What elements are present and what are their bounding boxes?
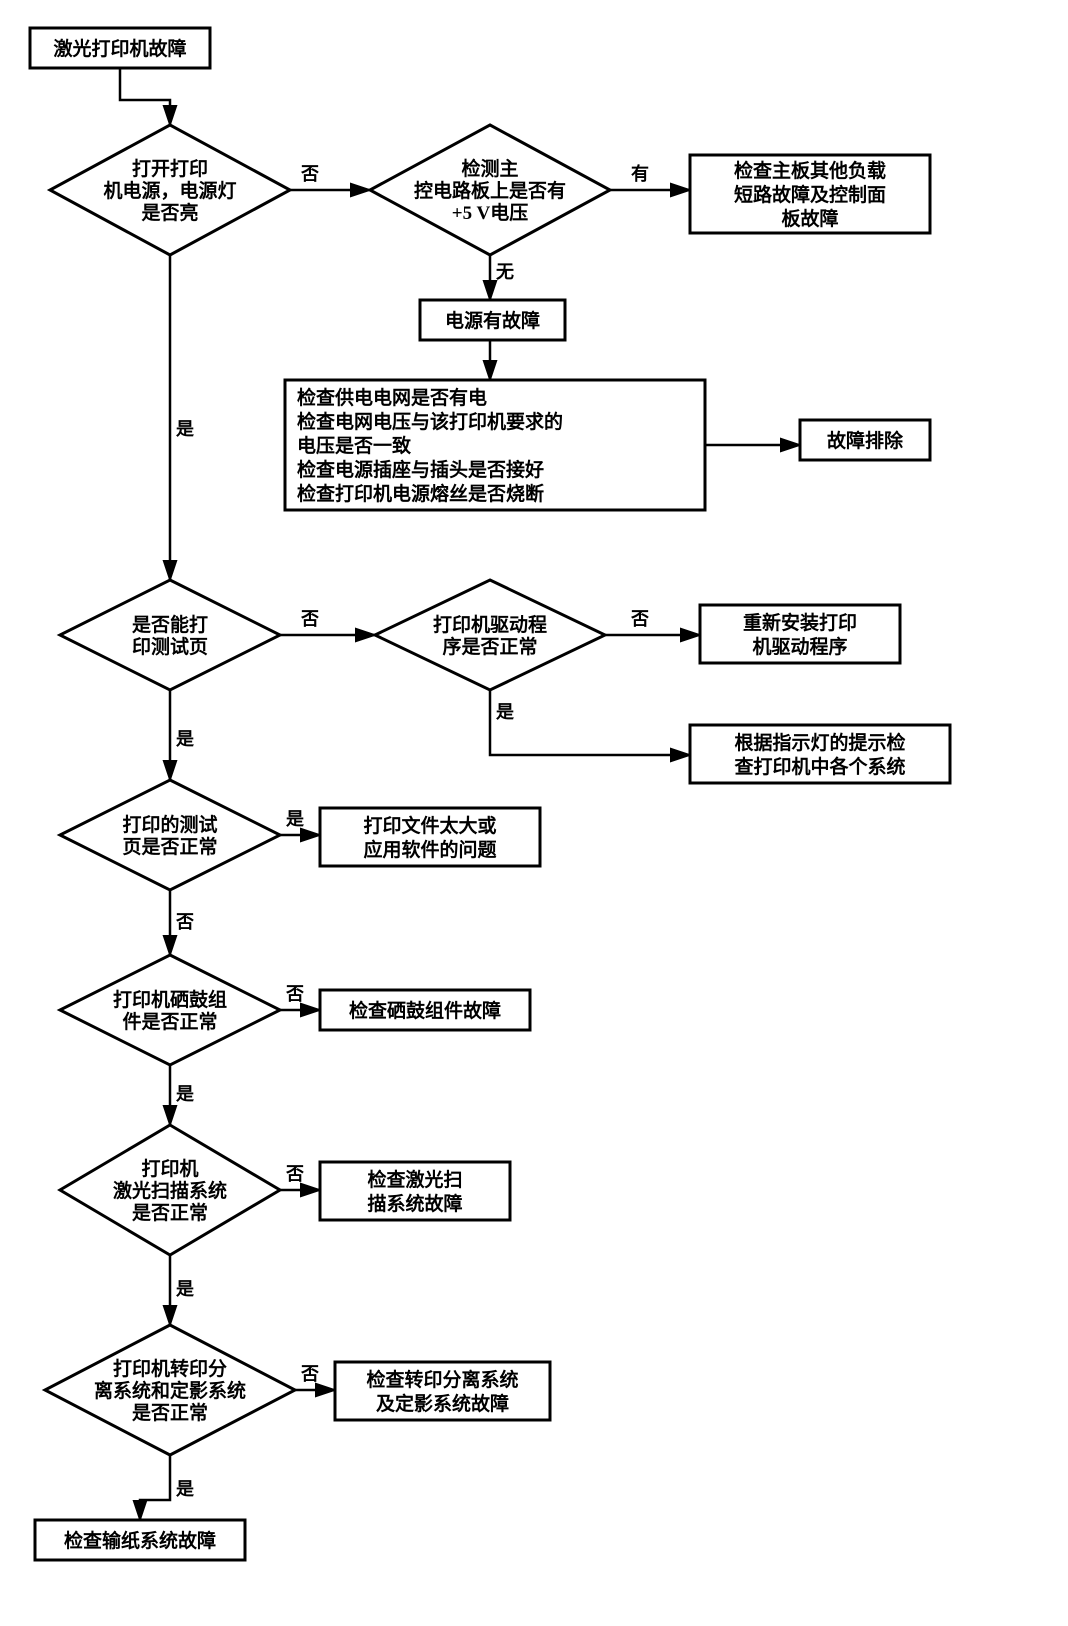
node-text: 是否正常 <box>132 1401 208 1424</box>
node-text: 检查输纸系统故障 <box>64 1529 216 1552</box>
node-text: 印测试页 <box>132 636 208 658</box>
node-text: 板故障 <box>781 207 838 230</box>
edge-label: 否 <box>300 1364 319 1384</box>
node-text: 短路故障及控制面 <box>734 183 886 206</box>
node-r_checklist: 检查供电电网是否有电检查电网电压与该打印机要求的电压是否一致检查电源插座与插头是… <box>285 380 705 510</box>
node-text: 检查硒鼓组件故障 <box>349 999 501 1022</box>
node-text: 检查电源插座与插头是否接好 <box>297 458 544 481</box>
node-text: 离系统和定影系统 <box>94 1379 246 1402</box>
node-text: 故障排除 <box>827 429 904 452</box>
node-r_mainboard: 检查主板其他负载短路故障及控制面板故障 <box>690 155 930 233</box>
node-text: 检查电网电压与该打印机要求的 <box>297 410 563 433</box>
flowchart: 否有无是否否是是是否否是否是否是激光打印机故障打开打印机电源，电源灯是否亮检测主… <box>0 0 1068 1626</box>
node-d_drum: 打印机硒鼓组件是否正常 <box>60 955 280 1065</box>
node-text: 打印文件太大或 <box>363 814 496 837</box>
node-text: 机驱动程序 <box>752 635 847 658</box>
edge-label: 有 <box>631 163 649 184</box>
node-text: 电源有故障 <box>445 309 540 332</box>
node-text: 激光打印机故障 <box>53 37 186 60</box>
edge-label: 是 <box>495 702 514 722</box>
node-r_paper: 检查输纸系统故障 <box>35 1520 245 1560</box>
edge-label: 是 <box>175 1084 194 1104</box>
node-text: 序是否正常 <box>442 635 537 658</box>
node-text: 根据指示灯的提示检 <box>734 731 905 754</box>
node-text: +5 V电压 <box>452 201 528 224</box>
edge-start-d_power <box>120 68 170 125</box>
node-text: 机电源，电源灯 <box>103 179 236 202</box>
node-text: 及定影系统故障 <box>376 1392 509 1415</box>
node-text: 打开打印 <box>132 157 208 180</box>
node-text: 是否能打 <box>132 613 208 636</box>
node-text: 检查激光扫 <box>367 1168 462 1191</box>
node-text: 描系统故障 <box>367 1192 462 1215</box>
node-text: 页是否正常 <box>122 835 217 858</box>
node-r_psu: 电源有故障 <box>420 300 565 340</box>
edge-label: 否 <box>285 984 304 1004</box>
node-r_laser: 检查激光扫描系统故障 <box>320 1162 510 1220</box>
node-r_indicator: 根据指示灯的提示检查打印机中各个系统 <box>690 725 950 783</box>
edge-label: 是 <box>285 809 304 829</box>
node-text: 查打印机中各个系统 <box>733 755 905 778</box>
node-text: 打印机硒鼓组 <box>113 988 227 1011</box>
edge-label: 否 <box>300 609 319 629</box>
node-text: 控电路板上是否有 <box>414 179 566 202</box>
node-text: 电压是否一致 <box>297 434 412 457</box>
edge-d_transfer-r_paper <box>140 1455 170 1520</box>
node-text: 打印机转印分 <box>113 1357 227 1380</box>
node-d_5v: 检测主控电路板上是否有+5 V电压 <box>370 125 610 255</box>
node-text: 应用软件的问题 <box>363 838 496 861</box>
edge-label: 是 <box>175 1479 194 1499</box>
edge-label: 是 <box>175 729 194 749</box>
node-d_transfer: 打印机转印分离系统和定影系统是否正常 <box>45 1325 295 1455</box>
node-text: 检查打印机电源熔丝是否烧断 <box>297 482 544 505</box>
edge-label: 否 <box>630 609 649 629</box>
node-text: 是否亮 <box>141 201 198 224</box>
edge-label: 是 <box>175 419 194 439</box>
node-text: 件是否正常 <box>122 1010 217 1033</box>
edge-d_driver-r_indicator <box>490 690 690 755</box>
node-r_fixed: 故障排除 <box>800 420 930 460</box>
node-d_laser: 打印机激光扫描系统是否正常 <box>60 1125 280 1255</box>
node-text: 激光扫描系统 <box>113 1179 227 1202</box>
node-r_filebig: 打印文件太大或应用软件的问题 <box>320 808 540 866</box>
edge-label: 无 <box>496 262 514 282</box>
node-text: 是否正常 <box>132 1201 208 1224</box>
node-text: 检测主 <box>461 157 518 180</box>
node-d_pageok: 打印的测试页是否正常 <box>60 780 280 890</box>
node-text: 检查主板其他负载 <box>734 159 886 182</box>
edge-label: 否 <box>300 164 319 184</box>
node-text: 打印机 <box>141 1157 198 1180</box>
node-text: 检查转印分离系统 <box>366 1368 518 1391</box>
node-d_testpage: 是否能打印测试页 <box>60 580 280 690</box>
node-d_driver: 打印机驱动程序是否正常 <box>375 580 605 690</box>
node-d_power: 打开打印机电源，电源灯是否亮 <box>50 125 290 255</box>
edge-label: 否 <box>175 912 194 932</box>
edge-label: 是 <box>175 1279 194 1299</box>
node-text: 重新安装打印 <box>743 611 857 634</box>
node-r_transfer: 检查转印分离系统及定影系统故障 <box>335 1362 550 1420</box>
node-text: 检查供电电网是否有电 <box>297 386 487 409</box>
node-r_drum: 检查硒鼓组件故障 <box>320 990 530 1030</box>
node-start: 激光打印机故障 <box>30 28 210 68</box>
node-r_reinstall: 重新安装打印机驱动程序 <box>700 605 900 663</box>
node-text: 打印机驱动程 <box>433 613 547 636</box>
node-text: 打印的测试 <box>122 813 217 836</box>
edge-label: 否 <box>285 1164 304 1184</box>
